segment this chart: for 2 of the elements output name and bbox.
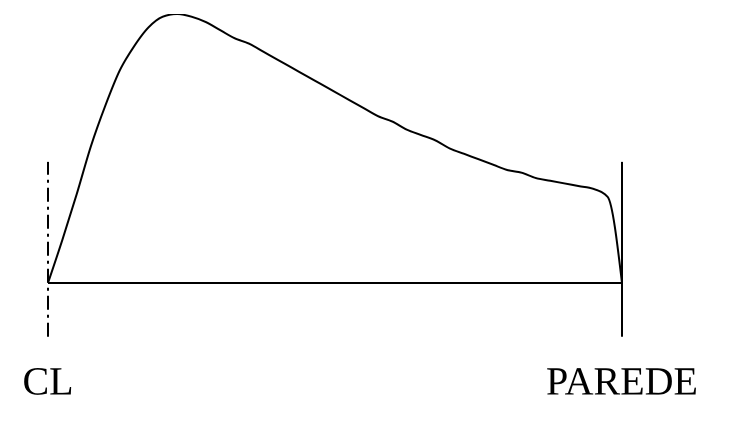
x-tick-label: CL xyxy=(22,358,74,404)
x-tick-label: PAREDE xyxy=(546,358,698,404)
